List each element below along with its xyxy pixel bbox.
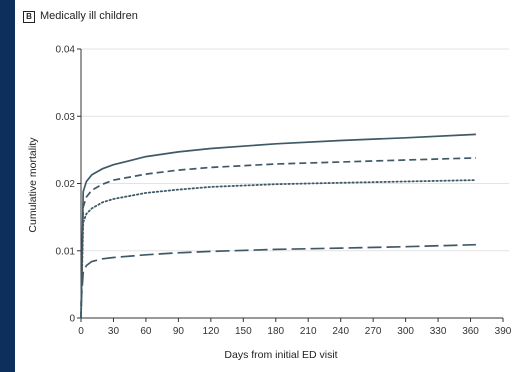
y-tick-label: 0.01 <box>56 246 76 257</box>
series-line-long-dash <box>80 243 476 305</box>
x-tick-label: 240 <box>332 326 349 337</box>
panel-title: Medically ill children <box>40 10 138 22</box>
x-tick-label: 390 <box>495 326 512 337</box>
x-tick-label: 90 <box>173 326 185 337</box>
y-tick-label: 0.02 <box>56 179 76 190</box>
gridlines <box>81 48 509 252</box>
series-line-dotted <box>80 179 477 319</box>
y-tick-label: 0.04 <box>56 45 76 56</box>
x-tick-label: 30 <box>108 326 120 337</box>
y-tick-label: 0.03 <box>56 112 76 123</box>
x-tick-label: 330 <box>430 326 447 337</box>
series-lines <box>80 133 477 319</box>
series-line-solid <box>80 133 476 319</box>
x-tick-label: 360 <box>462 326 479 337</box>
y-tick-label: 0 <box>69 314 75 325</box>
series-line-dashed <box>80 157 476 319</box>
y-axis-title: Cumulative mortality <box>27 137 39 233</box>
x-tick-label: 210 <box>300 326 317 337</box>
x-tick-label: 120 <box>203 326 220 337</box>
axes: 0 0.01 0.02 0.03 0.04 0 30 60 90 120 150 180 210 240 2… <box>56 45 512 338</box>
panel-letter-badge: B <box>23 11 35 23</box>
left-color-band <box>0 0 15 372</box>
x-tick-label: 180 <box>267 326 284 337</box>
x-tick-label: 60 <box>140 326 152 337</box>
x-axis-title: Days from initial ED visit <box>224 349 337 361</box>
x-tick-label: 0 <box>78 326 84 337</box>
x-tick-label: 270 <box>365 326 382 337</box>
x-tick-label: 300 <box>397 326 414 337</box>
x-tick-label: 150 <box>235 326 252 337</box>
